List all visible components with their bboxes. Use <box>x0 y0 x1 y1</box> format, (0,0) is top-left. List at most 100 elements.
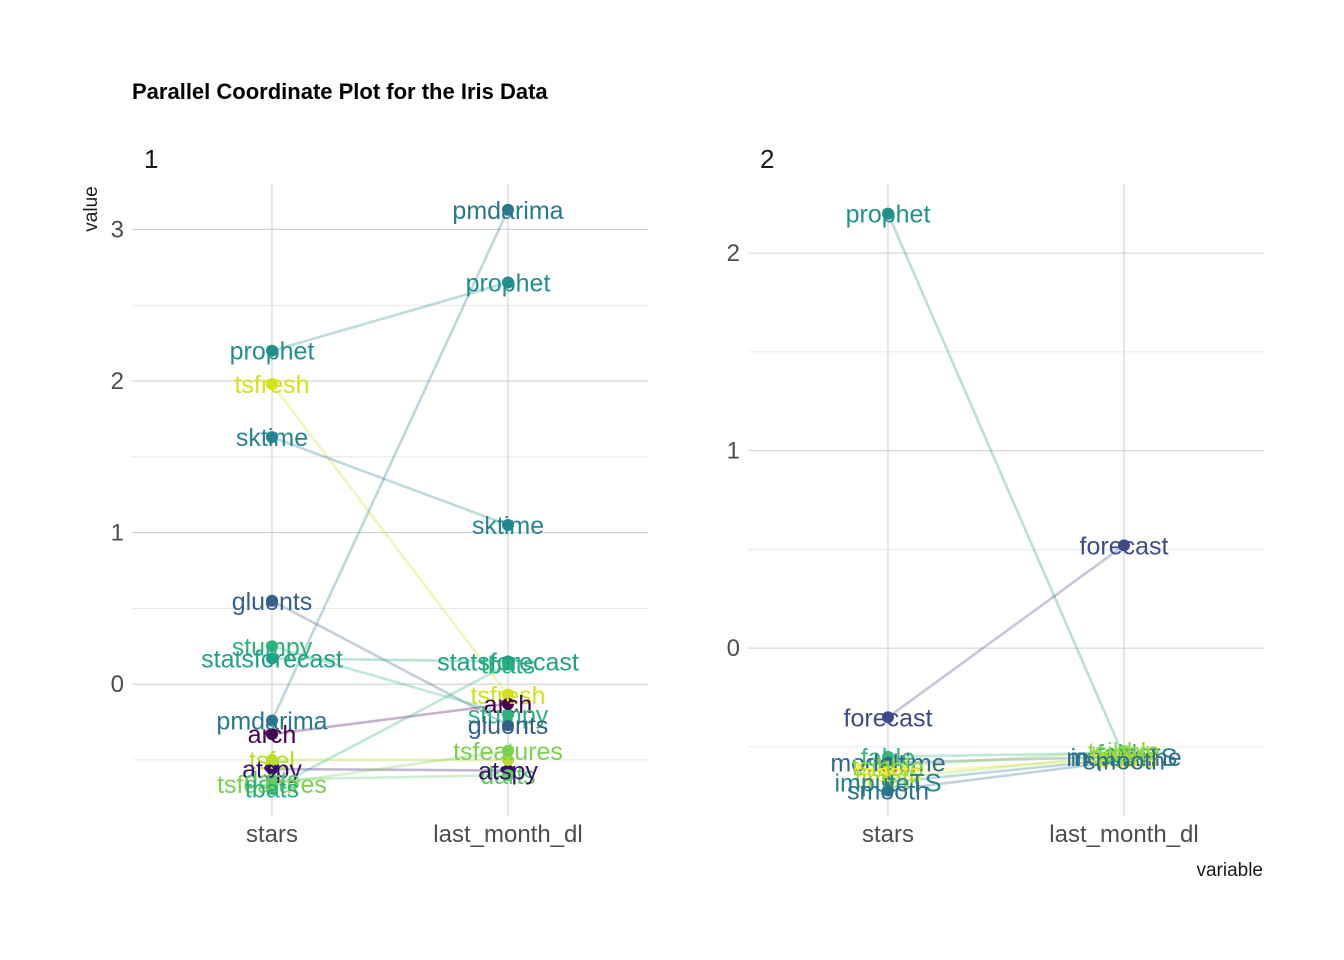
series-line-timetk <box>887 753 1125 780</box>
point-label-prophet: prophet <box>846 201 931 229</box>
y-axis-title: value <box>81 186 102 231</box>
data-point-tsfeatures <box>502 744 514 757</box>
point-label-fable: fable <box>861 744 915 772</box>
point-label-stumpy: stumpy <box>468 701 549 729</box>
point-label-timetk: timetk <box>1091 742 1158 770</box>
y-tick-label: 2 <box>727 240 740 267</box>
point-label-stumpy: stumpy <box>232 633 313 661</box>
data-point-forecast <box>1118 539 1130 552</box>
data-point-tsfresh <box>502 688 514 701</box>
data-point-prophet <box>882 207 894 220</box>
series-line-stumpy <box>271 645 509 716</box>
point-label-tsfresh: tsfresh <box>234 371 309 399</box>
data-point-smooth <box>1118 754 1130 767</box>
point-label-feasts: feasts <box>855 760 922 788</box>
point-label-imputeTS: imputeTS <box>835 769 942 797</box>
x-tick-label: stars <box>862 821 914 848</box>
series-line-darts <box>271 773 509 781</box>
series-line-gluonts <box>271 599 509 727</box>
data-point-forecast <box>882 711 894 724</box>
point-label-gluonts: gluonts <box>232 588 313 616</box>
data-point-arch <box>266 728 278 741</box>
series-line-prophet <box>886 213 1126 758</box>
series-line-atspy <box>271 767 509 772</box>
point-label-imputeTS: imputeTS <box>1071 744 1178 772</box>
chart-title: Parallel Coordinate Plot for the Iris Da… <box>132 79 548 104</box>
series-line-forecast <box>887 544 1125 719</box>
point-label-darts: darts <box>244 767 300 795</box>
point-label-fable: fable <box>1097 740 1151 768</box>
series-line-tbats <box>271 663 509 790</box>
point-label-darts: darts <box>480 762 536 790</box>
series-line-sktime <box>271 435 509 527</box>
data-point-tsfel <box>266 753 278 766</box>
point-label-forecast: forecast <box>844 704 933 732</box>
data-point-prophet <box>502 276 514 289</box>
point-label-tbats: tbats <box>481 651 535 679</box>
point-label-prophet: prophet <box>466 270 551 298</box>
series-line-tsibble <box>887 749 1125 768</box>
data-point-pmdarima <box>266 714 278 727</box>
point-label-timetk: timetk <box>855 765 922 793</box>
series-line-tsfresh <box>270 383 510 696</box>
data-point-sktime <box>502 519 514 532</box>
point-label-sktime: sktime <box>472 512 544 540</box>
data-point-darts <box>266 773 278 786</box>
x-tick-label: stars <box>246 821 298 848</box>
data-point-prophet <box>266 344 278 357</box>
point-label-tbats: tbats <box>245 776 299 804</box>
data-point-stumpy <box>502 708 514 721</box>
point-label-pmdarima: pmdarima <box>452 197 563 225</box>
point-label-pmdarima: pmdarima <box>216 708 327 736</box>
series-line-smooth <box>887 759 1125 792</box>
point-label-gluonts: gluonts <box>468 712 549 740</box>
data-point-tsfresh <box>266 378 278 391</box>
point-label-modeltime: modeltime <box>1066 744 1181 772</box>
series-line-feasts <box>887 757 1125 774</box>
y-tick-label: 1 <box>727 438 740 465</box>
point-label-modeltime: modeltime <box>830 750 945 778</box>
y-tick-label: 0 <box>727 635 740 662</box>
point-label-tsibble: tsibble <box>852 754 924 782</box>
x-axis-title: variable <box>1196 860 1263 881</box>
data-point-pmdarima <box>502 203 514 216</box>
data-point-stumpy <box>266 640 278 653</box>
point-label-tsibble: tsibble <box>1088 738 1160 766</box>
series-line-statsforecast <box>271 657 509 663</box>
point-label-feasts: feasts <box>1091 746 1158 774</box>
series-line-modeltime <box>887 755 1125 764</box>
y-tick-label: 3 <box>111 216 124 243</box>
y-tick-label: 0 <box>111 671 124 698</box>
point-label-statsforecast: statsforecast <box>437 648 579 676</box>
point-label-sktime: sktime <box>236 424 308 452</box>
series-line-prophet <box>271 281 509 352</box>
panel-2: 0 1 2 stars last_month_dl 2 prophet forecast for… <box>727 144 1264 848</box>
data-point-tsfel <box>502 753 514 766</box>
point-label-smooth: smooth <box>847 777 929 805</box>
point-label-forecast: forecast <box>1080 532 1169 560</box>
point-label-tsfel: tsfel <box>249 747 295 775</box>
series-line-tsfeatures <box>271 749 509 786</box>
data-point-sktime <box>266 431 278 444</box>
series-line-imputeTS <box>887 757 1125 784</box>
x-tick-label: last_month_dl <box>433 821 582 848</box>
panel-strip-label: 1 <box>144 144 158 174</box>
point-label-atspy: atspy <box>242 756 302 784</box>
series-line-pmdarima <box>270 209 510 722</box>
data-point-gluonts <box>266 594 278 607</box>
y-tick-label: 1 <box>111 520 124 547</box>
point-label-prophet: prophet <box>230 338 315 366</box>
series-line-arch <box>271 702 509 736</box>
panel-strip-label: 2 <box>760 144 774 174</box>
x-tick-label: last_month_dl <box>1049 821 1198 848</box>
y-tick-label: 2 <box>111 368 124 395</box>
data-point-darts <box>502 769 514 782</box>
point-label-tsfresh: tsfresh <box>470 682 545 710</box>
data-point-atspy <box>266 763 278 776</box>
point-label-arch: arch <box>248 721 297 749</box>
data-point-smooth <box>882 784 894 797</box>
panel-1: 0 1 2 3 stars last_month_dl 1 prophet tsfresh skt… <box>111 144 648 848</box>
point-label-smooth: smooth <box>1083 748 1165 776</box>
data-point-tbats <box>502 658 514 671</box>
